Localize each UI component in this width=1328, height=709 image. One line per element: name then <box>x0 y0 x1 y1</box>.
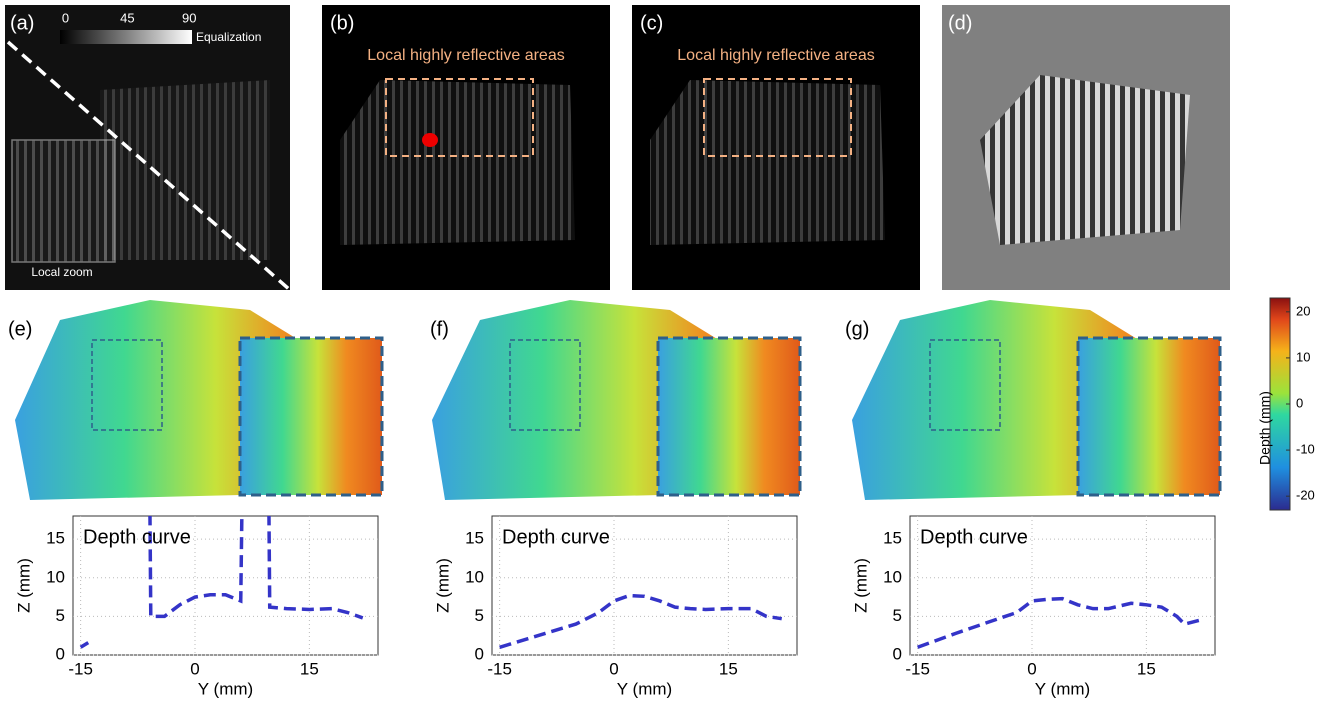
annotation: Local highly reflective areas <box>367 47 564 64</box>
line <box>79 516 364 649</box>
y-axis-label: Z (mm) <box>851 558 870 613</box>
panel-label: (d) <box>948 12 972 34</box>
panel-label: (g) <box>845 318 869 340</box>
x-tick-label: 0 <box>1027 659 1036 678</box>
x-axis-label: Y (mm) <box>1035 679 1090 698</box>
y-tick-label: 15 <box>465 529 484 548</box>
colorbar-label: Depth (mm) <box>1257 391 1273 465</box>
annotation: Depth curve <box>83 526 191 548</box>
y-tick-label: 15 <box>46 529 65 548</box>
y-tick-label: 5 <box>475 606 484 625</box>
annotation: Depth curve <box>502 526 610 548</box>
y-tick-label: 10 <box>883 567 902 586</box>
panel-label: (b) <box>330 12 354 34</box>
panel-label: (f) <box>430 318 449 340</box>
x-tick-label: 0 <box>190 659 199 678</box>
y-tick-label: 0 <box>56 644 65 663</box>
x-tick-label: -15 <box>905 659 930 678</box>
y-tick-label: 15 <box>883 529 902 548</box>
x-axis-label: Y (mm) <box>617 679 672 698</box>
y-tick-label: 5 <box>56 606 65 625</box>
x-tick-label: -15 <box>68 659 93 678</box>
y-tick-label: 0 <box>893 644 902 663</box>
x-tick-label: 0 <box>609 659 618 678</box>
line <box>917 596 1201 649</box>
y-axis-label: Z (mm) <box>433 558 452 613</box>
y-tick-label: 5 <box>893 606 902 625</box>
renders <box>15 297 1291 511</box>
panel-b <box>322 5 610 290</box>
x-tick-label: 15 <box>1137 659 1156 678</box>
colorbar-tick-label: 45 <box>120 10 134 25</box>
y-axis-label: Z (mm) <box>14 558 33 613</box>
colorbar-tick-label: 0 <box>1296 395 1303 410</box>
y-tick-label: 0 <box>475 644 484 663</box>
line <box>499 593 783 649</box>
annotation: Depth curve <box>920 526 1028 548</box>
x-tick-label: -15 <box>487 659 512 678</box>
x-tick-label: 15 <box>719 659 738 678</box>
zoom-label: Local zoom <box>31 265 92 279</box>
colorbar-tick-label: 90 <box>182 10 196 25</box>
x-axis-label: Y (mm) <box>198 679 253 698</box>
panel-c <box>632 5 920 290</box>
panel-label: (c) <box>640 12 663 34</box>
colorbar-tick-label: 10 <box>1296 349 1310 364</box>
y-tick-label: 10 <box>465 567 484 586</box>
annotation: Local highly reflective areas <box>677 47 874 64</box>
colorbar-label: Equalization <box>196 30 261 44</box>
x-tick-label: 15 <box>300 659 319 678</box>
colorbar-tick-label: 0 <box>62 10 69 25</box>
panel-a <box>5 5 292 292</box>
colorbar-tick-label: -10 <box>1296 442 1315 457</box>
colorbar-tick-label: -20 <box>1296 488 1315 503</box>
y-tick-label: 10 <box>46 567 65 586</box>
panel-label: (a) <box>10 12 34 34</box>
panel-d <box>942 5 1230 290</box>
panel-label: (e) <box>8 318 32 340</box>
colorbar-tick-label: 20 <box>1296 303 1310 318</box>
